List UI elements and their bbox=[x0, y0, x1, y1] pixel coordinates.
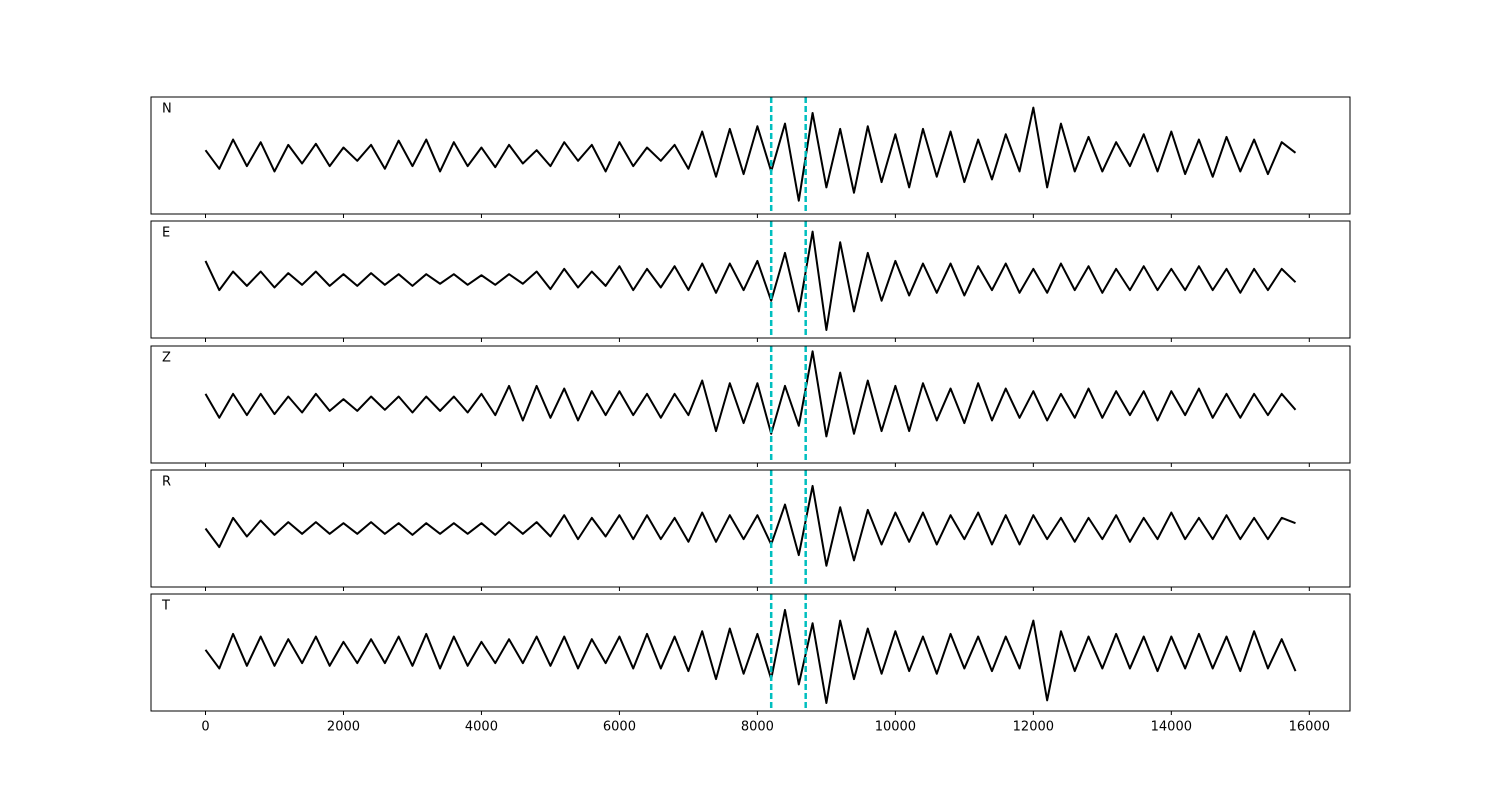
x-tick-label: 0 bbox=[201, 720, 209, 735]
x-tick-label: 12000 bbox=[1013, 720, 1054, 735]
x-tick-label: 4000 bbox=[465, 720, 498, 735]
axes-frame bbox=[150, 220, 1351, 339]
trace bbox=[204, 106, 1297, 202]
panel-label: R bbox=[162, 475, 171, 490]
x-tick-label: 14000 bbox=[1151, 720, 1192, 735]
panel-label: T bbox=[161, 599, 170, 614]
axes-frame bbox=[150, 96, 1351, 215]
x-tick-label: 2000 bbox=[327, 720, 360, 735]
panel-label: E bbox=[162, 226, 170, 241]
axes-frame bbox=[150, 593, 1351, 712]
panel-label: Z bbox=[162, 351, 171, 366]
trace bbox=[204, 608, 1297, 705]
axes-frame bbox=[150, 345, 1351, 464]
trace bbox=[204, 350, 1297, 438]
panel-label: N bbox=[162, 102, 172, 117]
x-tick-label: 6000 bbox=[603, 720, 636, 735]
trace bbox=[204, 230, 1297, 332]
x-tick-label: 16000 bbox=[1289, 720, 1330, 735]
trace bbox=[204, 484, 1296, 567]
x-tick-label: 10000 bbox=[875, 720, 916, 735]
x-tick-label: 8000 bbox=[741, 720, 774, 735]
axes-frame bbox=[150, 469, 1351, 588]
